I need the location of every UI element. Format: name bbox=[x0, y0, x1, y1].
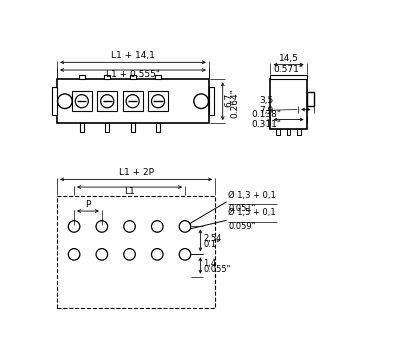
Text: 0.055": 0.055" bbox=[204, 265, 231, 274]
Text: 6,7: 6,7 bbox=[224, 93, 233, 107]
Bar bbox=[79, 75, 85, 79]
Text: 0.264": 0.264" bbox=[230, 88, 240, 118]
Bar bbox=[276, 129, 280, 135]
Bar bbox=[97, 91, 117, 111]
Text: 0.311": 0.311" bbox=[252, 120, 282, 129]
Bar bbox=[57, 79, 209, 123]
Text: 0.571": 0.571" bbox=[274, 65, 304, 74]
Bar bbox=[52, 87, 57, 116]
Text: 0.051": 0.051" bbox=[228, 204, 256, 213]
Bar bbox=[148, 91, 168, 111]
Text: 3,5: 3,5 bbox=[260, 96, 274, 105]
Bar bbox=[105, 123, 109, 132]
Text: 1,4: 1,4 bbox=[204, 260, 216, 269]
Text: 2,54: 2,54 bbox=[204, 234, 222, 243]
Text: 0.1": 0.1" bbox=[204, 240, 220, 249]
Text: 0.059": 0.059" bbox=[228, 222, 256, 231]
Text: L1 + 14,1: L1 + 14,1 bbox=[111, 51, 155, 60]
Bar bbox=[270, 75, 307, 79]
Bar bbox=[131, 123, 134, 132]
Bar bbox=[130, 75, 136, 79]
Text: 14,5: 14,5 bbox=[279, 54, 298, 63]
Text: L1 + 2P: L1 + 2P bbox=[118, 168, 154, 177]
Bar bbox=[287, 129, 290, 135]
Bar bbox=[155, 75, 161, 79]
Bar bbox=[123, 91, 143, 111]
Text: 0.138": 0.138" bbox=[252, 110, 282, 119]
Bar bbox=[209, 87, 214, 116]
Bar bbox=[270, 79, 307, 129]
Text: P: P bbox=[85, 200, 91, 209]
Bar bbox=[307, 92, 314, 106]
Text: Ø 1,3 + 0,1: Ø 1,3 + 0,1 bbox=[228, 191, 276, 200]
Bar bbox=[298, 129, 301, 135]
Text: 7,9: 7,9 bbox=[260, 106, 274, 115]
Bar bbox=[80, 123, 84, 132]
Text: L1: L1 bbox=[124, 187, 135, 196]
Bar bbox=[104, 75, 110, 79]
Bar bbox=[72, 91, 92, 111]
Text: Ø 1,5 + 0,1: Ø 1,5 + 0,1 bbox=[228, 208, 276, 217]
Text: L1 + 0.555": L1 + 0.555" bbox=[106, 70, 160, 79]
Bar bbox=[156, 123, 160, 132]
Bar bbox=[57, 196, 215, 308]
